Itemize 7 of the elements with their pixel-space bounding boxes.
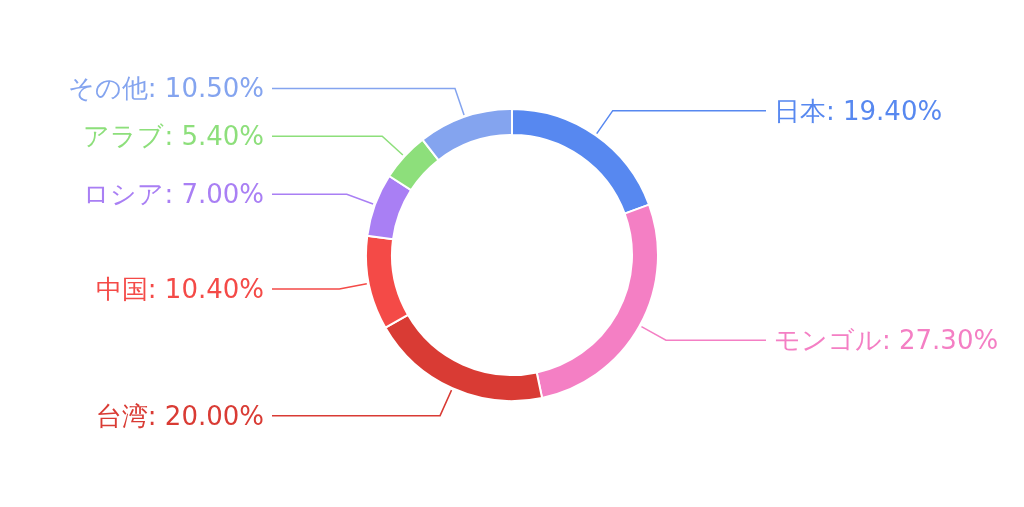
slice-label: アラブ: 5.40% <box>83 121 264 152</box>
slice-label: 日本: 19.40% <box>774 95 943 126</box>
slice-label: ロシア: 7.00% <box>83 179 264 210</box>
slice-label: モンゴル: 27.30% <box>774 325 999 356</box>
slice-label: 台湾: 20.00% <box>95 400 264 431</box>
slice-label: その他: 10.50% <box>67 73 264 104</box>
slice-label: 中国: 10.40% <box>95 274 264 305</box>
